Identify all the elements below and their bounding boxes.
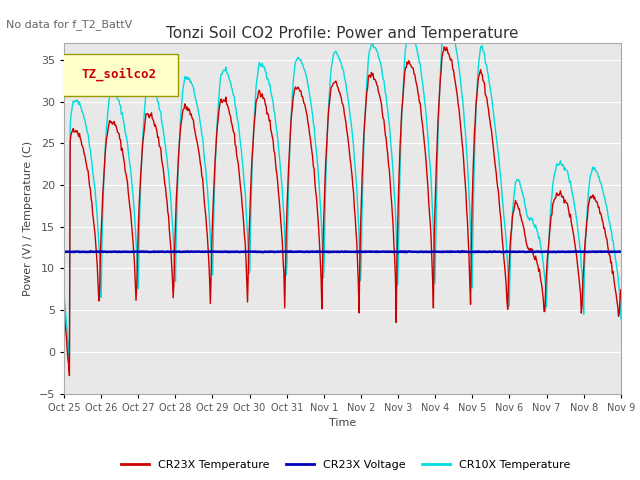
Text: TZ_soilco2: TZ_soilco2 [81,68,156,82]
CR23X Voltage [412,249,419,255]
CR23X Temperature [440,44,448,50]
CR23X Voltage [70,249,78,255]
CR23X Temperature [617,287,625,293]
CR23X Temperature [185,106,193,112]
CR23X Voltage [185,249,193,255]
CR23X Voltage [214,249,222,254]
CR10X Temperature [71,99,79,105]
CR10X Temperature [411,37,419,43]
CR23X Temperature [60,306,68,312]
CR10X Temperature [428,177,435,182]
CR23X Voltage [128,249,136,254]
CR23X Temperature [428,235,435,240]
CR10X Temperature [443,14,451,20]
CR10X Temperature [617,316,625,322]
FancyBboxPatch shape [61,54,178,96]
X-axis label: Time: Time [329,418,356,428]
CR10X Temperature [65,356,73,362]
Title: Tonzi Soil CO2 Profile: Power and Temperature: Tonzi Soil CO2 Profile: Power and Temper… [166,25,518,41]
Y-axis label: Power (V) / Temperature (C): Power (V) / Temperature (C) [23,141,33,296]
CR23X Voltage [355,250,363,255]
CR23X Temperature [214,117,222,123]
CR23X Voltage [428,249,436,254]
CR23X Temperature [128,229,136,235]
Text: No data for f_T2_BattV: No data for f_T2_BattV [6,19,132,30]
CR23X Voltage [617,249,625,254]
CR23X Voltage [60,249,68,254]
CR10X Temperature [185,75,193,81]
CR23X Voltage [87,249,95,254]
Legend: CR23X Temperature, CR23X Voltage, CR10X Temperature: CR23X Temperature, CR23X Voltage, CR10X … [116,456,575,474]
Line: CR10X Temperature: CR10X Temperature [64,17,621,359]
CR23X Temperature [65,373,73,379]
CR10X Temperature [60,290,68,296]
CR23X Temperature [411,72,419,77]
CR10X Temperature [128,184,136,190]
Line: CR23X Temperature: CR23X Temperature [64,47,621,376]
CR23X Temperature [71,129,79,135]
CR10X Temperature [214,105,222,111]
